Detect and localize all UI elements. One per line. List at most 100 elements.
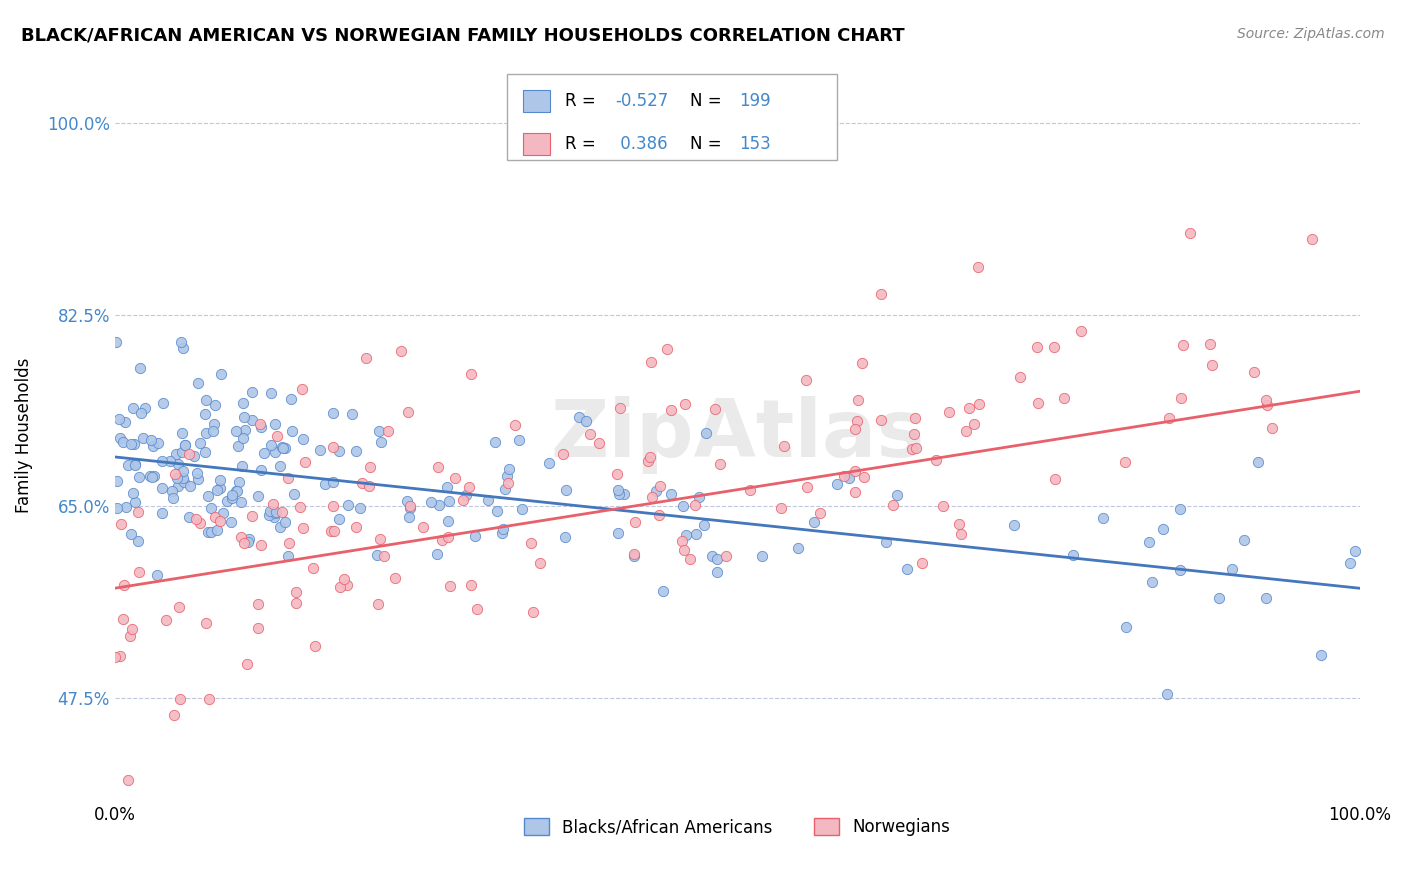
Point: [368, 532, 391, 546]
Point: [253, 446, 276, 460]
Point: [266, 505, 288, 519]
Point: [308, 442, 330, 457]
Point: [904, 441, 927, 455]
Point: [675, 528, 697, 542]
Point: [285, 585, 308, 599]
Point: [851, 356, 873, 370]
Point: [124, 458, 146, 472]
Point: [122, 486, 145, 500]
Point: [162, 483, 184, 498]
Point: [844, 464, 866, 478]
Point: [368, 424, 391, 438]
Point: [285, 595, 308, 609]
Point: [661, 487, 683, 501]
Point: [219, 516, 242, 530]
Point: [142, 439, 165, 453]
Point: [177, 447, 200, 461]
Point: [491, 522, 513, 536]
Point: [1170, 391, 1192, 405]
Point: [370, 434, 392, 449]
Point: [259, 385, 281, 400]
Point: [340, 408, 363, 422]
Text: R =: R =: [565, 135, 602, 153]
Point: [846, 393, 869, 408]
Point: [398, 509, 420, 524]
Point: [240, 413, 263, 427]
Point: [112, 612, 135, 626]
Point: [911, 557, 934, 571]
Point: [121, 623, 143, 637]
Point: [875, 535, 897, 549]
Point: [221, 488, 243, 502]
Point: [443, 470, 465, 484]
Point: [655, 342, 678, 356]
Point: [1115, 620, 1137, 634]
Point: [162, 491, 184, 505]
Point: [1070, 324, 1092, 338]
Point: [111, 435, 134, 450]
Point: [827, 476, 849, 491]
Point: [172, 341, 194, 355]
Point: [465, 601, 488, 615]
Point: [579, 426, 602, 441]
Point: [486, 503, 509, 517]
Point: [955, 424, 977, 438]
Point: [197, 691, 219, 706]
Text: ZipAtlas: ZipAtlas: [550, 396, 924, 474]
Point: [188, 436, 211, 450]
Point: [399, 500, 422, 514]
Point: [173, 438, 195, 452]
Point: [437, 530, 460, 544]
Point: [204, 510, 226, 524]
Point: [1043, 340, 1066, 354]
Point: [225, 424, 247, 438]
Point: [359, 459, 381, 474]
Point: [1247, 455, 1270, 469]
Point: [963, 417, 986, 432]
Point: [322, 475, 344, 490]
Point: [236, 534, 259, 549]
Point: [553, 447, 575, 461]
Point: [398, 500, 420, 515]
Point: [1201, 359, 1223, 373]
Point: [231, 458, 253, 473]
Point: [967, 397, 990, 411]
Point: [333, 572, 356, 586]
Point: [1159, 411, 1181, 425]
Point: [700, 549, 723, 563]
Point: [163, 467, 186, 482]
Point: [1198, 337, 1220, 351]
Point: [108, 432, 131, 446]
Point: [200, 524, 222, 539]
Point: [141, 470, 163, 484]
Point: [352, 476, 374, 491]
Point: [117, 458, 139, 472]
Point: [869, 286, 891, 301]
Point: [291, 432, 314, 446]
Point: [229, 495, 252, 509]
Point: [150, 481, 173, 495]
Point: [104, 650, 127, 665]
FancyBboxPatch shape: [523, 90, 550, 112]
Point: [202, 417, 225, 431]
Point: [283, 486, 305, 500]
Point: [494, 483, 516, 497]
Point: [773, 439, 796, 453]
Point: [568, 410, 591, 425]
Point: [685, 527, 707, 541]
Point: [173, 475, 195, 490]
Point: [236, 657, 259, 671]
Point: [170, 444, 193, 458]
Point: [344, 520, 367, 534]
Point: [641, 490, 664, 504]
Point: [209, 367, 232, 381]
Point: [127, 533, 149, 548]
Point: [808, 506, 831, 520]
Point: [172, 425, 194, 440]
Point: [838, 471, 860, 485]
Point: [232, 396, 254, 410]
Point: [128, 565, 150, 579]
Point: [477, 493, 499, 508]
Point: [323, 524, 346, 538]
Point: [938, 404, 960, 418]
